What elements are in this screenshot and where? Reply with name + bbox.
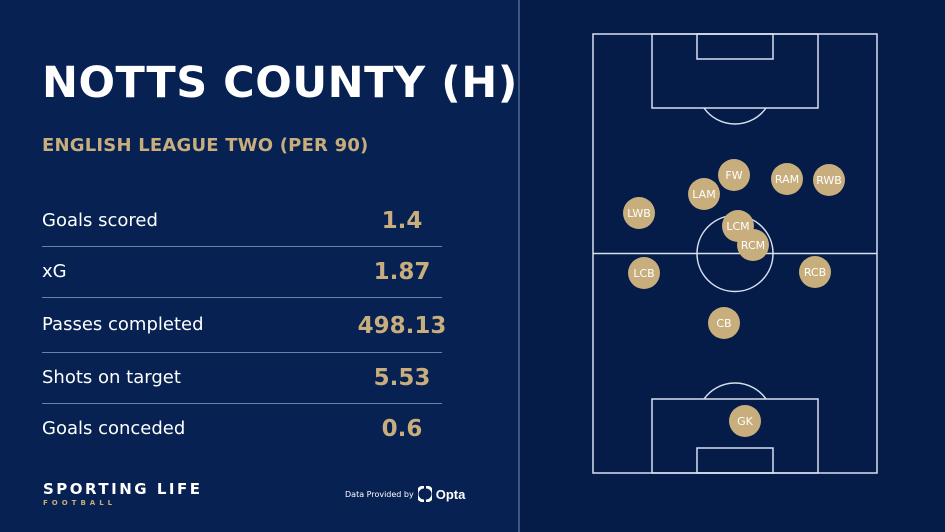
bottom-six-yard-box [696, 447, 774, 474]
stat-value: 498.13 [357, 313, 447, 339]
brand-sub: FOOTBALL [43, 499, 117, 507]
player-position-label: GK [737, 415, 754, 428]
stat-label: Shots on target [42, 367, 181, 388]
player-position-label: CB [716, 317, 731, 330]
brand-name: SPORTING LIFE [43, 480, 203, 498]
stat-value: 1.4 [381, 208, 423, 234]
player-circle [718, 159, 750, 191]
stat-label: Goals scored [42, 210, 158, 231]
player-position-label: RCM [741, 239, 765, 252]
stat-label: Passes completed [42, 314, 204, 335]
stat-row-goals-conceded: Goals conceded 0.6 [42, 404, 442, 454]
player-position-label: LCB [633, 267, 654, 280]
player-circle [799, 256, 831, 288]
stat-value: 0.6 [381, 416, 423, 442]
data-credit: Data Provided by Opta [345, 486, 465, 502]
player-position-label: LCM [726, 220, 749, 233]
player-position-label: RWB [816, 174, 842, 187]
page-title: NOTTS COUNTY (H) [42, 58, 518, 108]
panel-divider [518, 0, 520, 532]
player-position-label: RAM [775, 173, 799, 186]
opta-logo-text: Opta [435, 486, 466, 502]
player-marker-rcb: RCB [799, 256, 831, 288]
player-marker-cb: CB [708, 307, 740, 339]
sporting-life-logo: SPORTING LIFE FOOTBALL [43, 480, 202, 507]
player-circle [688, 178, 720, 210]
formation-panel [520, 0, 945, 532]
top-penalty-arc [703, 107, 767, 125]
player-marker-ram: RAM [771, 163, 803, 195]
player-circle [771, 163, 803, 195]
stat-row-passes-completed: Passes completed 498.13 [42, 298, 446, 353]
player-marker-rcm: RCM [737, 229, 769, 261]
top-penalty-box [651, 33, 819, 109]
player-position-label: RCB [804, 266, 826, 279]
stat-label: xG [42, 261, 67, 282]
stat-row-xg: xG 1.87 [42, 247, 442, 298]
stat-value: 5.53 [373, 365, 431, 391]
stat-label: Goals conceded [42, 418, 186, 439]
player-position-label: LWB [627, 207, 651, 220]
player-circle [708, 307, 740, 339]
competition-subtitle: ENGLISH LEAGUE TWO (PER 90) [42, 135, 369, 156]
player-markers: FW LAM RAM RWB LWB LCM RCM LCB RCB CB GK [623, 159, 845, 437]
player-circle [628, 257, 660, 289]
player-marker-rwb: RWB [813, 164, 845, 196]
stat-row-shots-on-target: Shots on target 5.53 [42, 353, 442, 404]
player-circle [813, 164, 845, 196]
credit-text: Data Provided by [345, 489, 414, 499]
opta-logo-icon [417, 486, 432, 502]
stats-table: Goals scored 1.4 xG 1.87 Passes complete… [42, 196, 446, 454]
player-position-label: LAM [692, 188, 715, 201]
top-six-yard-box [696, 33, 774, 60]
player-circle [737, 229, 769, 261]
stats-panel: NOTTS COUNTY (H) ENGLISH LEAGUE TWO (PER… [42, 58, 518, 507]
player-marker-gk: GK [729, 405, 761, 437]
player-circle [729, 405, 761, 437]
stat-row-goals-scored: Goals scored 1.4 [42, 196, 442, 247]
player-position-label: FW [725, 169, 742, 182]
bottom-penalty-arc [703, 382, 767, 400]
player-marker-lwb: LWB [623, 197, 655, 229]
player-circle [623, 197, 655, 229]
player-marker-lam: LAM [688, 178, 720, 210]
stat-value: 1.87 [373, 259, 431, 285]
player-marker-fw: FW [718, 159, 750, 191]
player-marker-lcb: LCB [628, 257, 660, 289]
